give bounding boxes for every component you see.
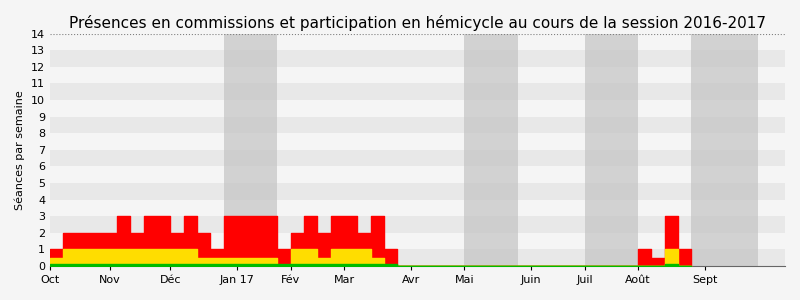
Bar: [50, 50, 785, 67]
Title: Présences en commissions et participation en hémicycle au cours de la session 20: Présences en commissions et participatio…: [69, 15, 766, 31]
Bar: [585, 34, 638, 266]
Bar: [464, 34, 518, 266]
Bar: [50, 117, 785, 133]
Bar: [50, 183, 785, 200]
Bar: [50, 67, 785, 83]
Bar: [50, 133, 785, 150]
Y-axis label: Séances par semaine: Séances par semaine: [15, 90, 26, 210]
Bar: [50, 233, 785, 249]
Bar: [50, 34, 785, 50]
Bar: [50, 216, 785, 233]
Bar: [50, 249, 785, 266]
Bar: [224, 34, 278, 266]
Bar: [50, 200, 785, 216]
Bar: [691, 34, 758, 266]
Bar: [50, 100, 785, 117]
Bar: [50, 150, 785, 166]
Bar: [50, 83, 785, 100]
Bar: [50, 167, 785, 183]
